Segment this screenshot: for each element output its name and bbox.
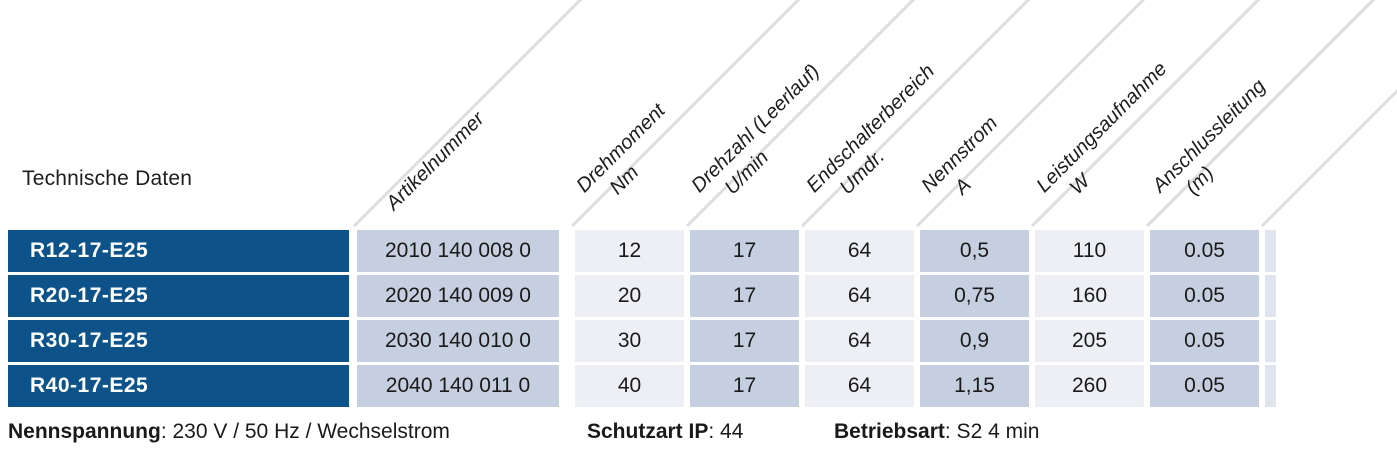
table-row: R30-17-E25 2030 140 010 0 30 17 64 0,9 2… <box>8 320 1276 362</box>
drehmoment-cell: 40 <box>575 365 684 407</box>
leistungsaufnahme-cell: 160 <box>1035 275 1144 317</box>
model-cell: R20-17-E25 <box>8 275 349 317</box>
artikelnummer-cell: 2030 140 010 0 <box>357 320 559 362</box>
spec-label: Betriebsart <box>834 420 945 443</box>
table-row: R20-17-E25 2020 140 009 0 20 17 64 0,75 … <box>8 275 1276 317</box>
nennstrom-cell: 0,5 <box>920 230 1029 272</box>
table-header: Artikelnummer Drehmoment Nm Drehzahl (Le… <box>0 0 1397 228</box>
endschalterbereich-cell: 64 <box>805 320 914 362</box>
table-edge-strip <box>1265 230 1276 272</box>
endschalterbereich-cell: 64 <box>805 365 914 407</box>
nennstrom-cell: 0,9 <box>920 320 1029 362</box>
endschalterbereich-cell: 64 <box>805 275 914 317</box>
drehzahl-cell: 17 <box>690 320 799 362</box>
drehmoment-cell: 30 <box>575 320 684 362</box>
column-label: Artikelnummer <box>382 107 489 215</box>
spec-label: Nennspannung <box>8 420 161 443</box>
drehmoment-cell: 20 <box>575 275 684 317</box>
model-cell: R30-17-E25 <box>8 320 349 362</box>
endschalterbereich-cell: 64 <box>805 230 914 272</box>
nennstrom-cell: 0,75 <box>920 275 1029 317</box>
drehzahl-cell: 17 <box>690 230 799 272</box>
drehmoment-cell: 12 <box>575 230 684 272</box>
table-body: R12-17-E25 2010 140 008 0 12 17 64 0,5 1… <box>8 230 1276 410</box>
artikelnummer-cell: 2020 140 009 0 <box>357 275 559 317</box>
footer-specs: Nennspannung: 230 V / 50 Hz / Wechselstr… <box>0 420 1397 450</box>
page-title: Technische Daten <box>22 167 193 190</box>
table-edge-strip <box>1265 320 1276 362</box>
artikelnummer-cell: 2010 140 008 0 <box>357 230 559 272</box>
anschlussleitung-cell: 0.05 <box>1150 365 1259 407</box>
artikelnummer-cell: 2040 140 011 0 <box>357 365 559 407</box>
anschlussleitung-cell: 0.05 <box>1150 320 1259 362</box>
spec-value: : 230 V / 50 Hz / Wechselstrom <box>160 420 450 443</box>
nennspannung-spec: Nennspannung: 230 V / 50 Hz / Wechselstr… <box>8 420 450 444</box>
table-edge-strip <box>1265 275 1276 317</box>
table-row: R12-17-E25 2010 140 008 0 12 17 64 0,5 1… <box>8 230 1276 272</box>
schutzart-spec: Schutzart IP: 44 <box>587 420 743 444</box>
spec-value: : S2 4 min <box>944 420 1040 443</box>
anschlussleitung-cell: 0.05 <box>1150 275 1259 317</box>
nennstrom-cell: 1,15 <box>920 365 1029 407</box>
drehzahl-cell: 17 <box>690 275 799 317</box>
betriebsart-spec: Betriebsart: S2 4 min <box>834 420 1039 444</box>
spec-value: : 44 <box>708 420 744 443</box>
model-cell: R40-17-E25 <box>8 365 349 407</box>
drehzahl-cell: 17 <box>690 365 799 407</box>
model-cell: R12-17-E25 <box>8 230 349 272</box>
leistungsaufnahme-cell: 260 <box>1035 365 1144 407</box>
spec-label: Schutzart IP <box>587 420 709 443</box>
table-edge-strip <box>1265 365 1276 407</box>
anschlussleitung-cell: 0.05 <box>1150 230 1259 272</box>
leistungsaufnahme-cell: 110 <box>1035 230 1144 272</box>
leistungsaufnahme-cell: 205 <box>1035 320 1144 362</box>
table-row: R40-17-E25 2040 140 011 0 40 17 64 1,15 … <box>8 365 1276 407</box>
